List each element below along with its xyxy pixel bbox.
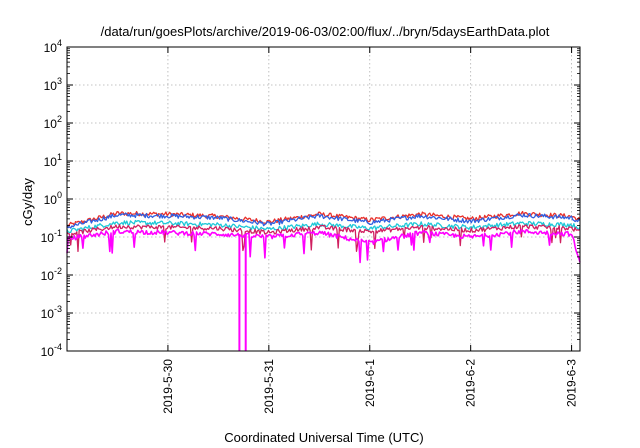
- x-axis: 2019-5-30 2019-5-31 2019-6-1 2019-6-2 2019-6…: [161, 47, 579, 414]
- x-tick-label: 2019-5-31: [262, 359, 276, 414]
- x-tick-label: 2019-6-2: [464, 359, 478, 407]
- y-tick-label: 100: [44, 190, 62, 207]
- y-tick-label: 10-1: [41, 228, 62, 245]
- y-axis-label: cGy/day: [20, 178, 35, 226]
- y-tick-label: 10-2: [41, 266, 62, 283]
- series-line: [66, 224, 581, 253]
- y-tick-label: 104: [44, 38, 62, 55]
- y-tick-label: 10-3: [41, 304, 62, 321]
- grid: [67, 46, 580, 352]
- series-line: [66, 212, 581, 229]
- x-tick-label: 2019-6-1: [363, 359, 377, 407]
- y-axis: 10-4 10-3 10-2 10-1 100 101 102 103 104: [41, 38, 580, 359]
- y-tick-label: 102: [44, 114, 62, 131]
- series-line: [66, 228, 581, 264]
- y-tick-label: 103: [44, 76, 62, 93]
- series-line: [66, 210, 581, 227]
- chart-title: /data/run/goesPlots/archive/2019-06-03/0…: [101, 24, 550, 39]
- series-group: [66, 210, 581, 351]
- x-axis-label: Coordinated Universal Time (UTC): [224, 430, 423, 445]
- y-tick-label: 101: [44, 152, 62, 169]
- y-tick-label: 10-4: [41, 342, 62, 359]
- series-line: [66, 219, 581, 234]
- x-tick-label: 2019-5-30: [161, 359, 175, 414]
- x-tick-label: 2019-6-3: [565, 359, 579, 407]
